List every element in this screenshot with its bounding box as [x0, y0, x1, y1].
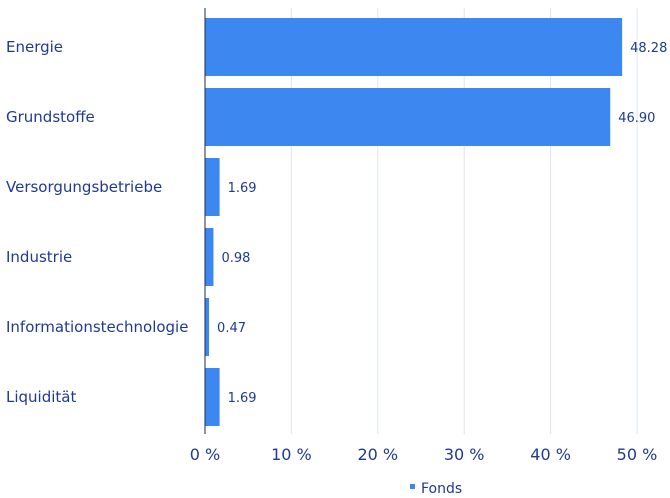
x-tick-label-0: 0 %	[190, 445, 220, 464]
category-labels: Energie Grundstoffe Versorgungsbetriebe Ind…	[6, 38, 188, 406]
bar-5	[205, 368, 220, 426]
x-tick-label-50: 50 %	[617, 445, 658, 464]
value-label-1: 46.90	[618, 111, 655, 126]
value-label-4: 0.47	[217, 321, 246, 336]
category-label-2: Versorgungsbetriebe	[6, 178, 162, 196]
category-label-1: Grundstoffe	[6, 108, 95, 126]
bar-3	[205, 228, 214, 286]
x-tick-label-40: 40 %	[530, 445, 571, 464]
legend-swatch	[410, 484, 415, 489]
bar-0	[205, 18, 623, 76]
value-label-5: 1.69	[228, 391, 257, 406]
bars	[205, 18, 623, 426]
value-label-0: 48.28	[630, 41, 667, 56]
legend-label-fonds: Fonds	[421, 481, 462, 497]
value-label-3: 0.98	[221, 251, 250, 266]
category-label-3: Industrie	[6, 248, 72, 266]
category-label-4: Informationstechnologie	[6, 318, 188, 336]
category-label-0: Energie	[6, 38, 63, 56]
x-tick-labels: 0 % 10 % 20 % 30 % 40 % 50 %	[190, 445, 658, 464]
bar-4	[205, 298, 210, 356]
value-labels: 48.28 46.90 1.69 0.98 0.47 1.69	[217, 41, 667, 406]
bar-1	[205, 88, 611, 146]
x-tick-label-10: 10 %	[271, 445, 312, 464]
bar-2	[205, 158, 220, 216]
x-tick-label-20: 20 %	[357, 445, 398, 464]
legend: Fonds	[410, 481, 462, 497]
x-tick-label-30: 30 %	[444, 445, 485, 464]
category-label-5: Liquidität	[6, 388, 76, 406]
grid-lines	[290, 8, 638, 434]
value-label-2: 1.69	[228, 181, 257, 196]
